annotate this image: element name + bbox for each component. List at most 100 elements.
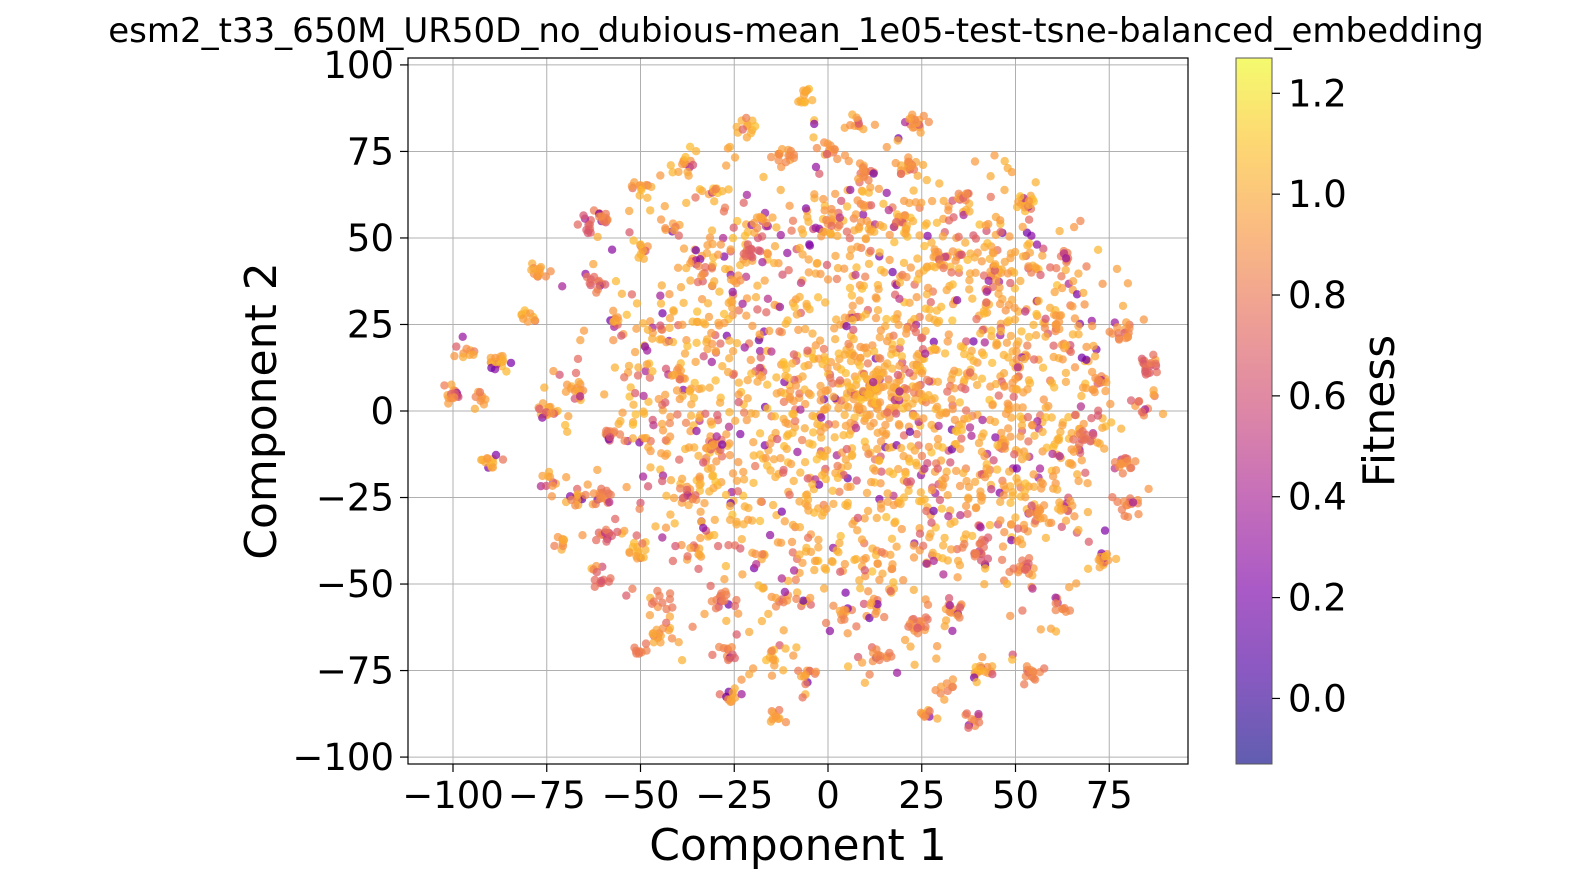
scatter-point (1054, 317, 1064, 326)
scatter-point (678, 494, 687, 503)
scatter-point (562, 473, 571, 482)
scatter-point (1070, 314, 1080, 323)
scatter-point (830, 145, 839, 154)
scatter-point (611, 514, 620, 524)
scatter-point (669, 493, 679, 503)
scatter-point (1149, 350, 1158, 359)
scatter-point (944, 594, 954, 603)
scatter-point (545, 472, 555, 482)
scatter-point (895, 278, 905, 287)
scatter-point (929, 506, 938, 516)
scatter-point (592, 535, 601, 545)
scatter-point (952, 427, 961, 436)
scatter-point (783, 248, 792, 258)
scatter-point (1013, 478, 1023, 487)
scatter-point (948, 675, 958, 684)
scatter-point (767, 671, 777, 680)
scatter-point (859, 125, 868, 134)
scatter-point (732, 630, 741, 639)
scatter-point (893, 136, 902, 145)
scatter-point (783, 316, 792, 325)
scatter-point (728, 303, 737, 312)
scatter-point (861, 310, 870, 319)
scatter-point (776, 185, 785, 195)
scatter-point (995, 299, 1005, 309)
scatter-point (832, 546, 841, 555)
scatter-point (1111, 554, 1121, 564)
scatter-point (888, 364, 897, 373)
scatter-point (970, 477, 980, 487)
scatter-point (813, 293, 823, 302)
scatter-point (926, 529, 935, 538)
scatter-point (1038, 251, 1047, 260)
scatter-point (710, 197, 719, 206)
scatter-point (752, 560, 761, 569)
scatter-point (962, 189, 971, 198)
scatter-point (1039, 395, 1049, 404)
scatter-point (590, 575, 599, 585)
scatter-point (593, 277, 603, 287)
scatter-point (901, 229, 910, 238)
scatter-point (673, 263, 683, 272)
scatter-point (747, 369, 756, 378)
scatter-point (1019, 354, 1029, 364)
scatter-point (635, 191, 644, 200)
scatter-point (858, 210, 868, 219)
scatter-point (1077, 456, 1087, 465)
scatter-point (675, 455, 684, 464)
scatter-point (772, 223, 781, 232)
scatter-point (924, 117, 933, 127)
scatter-point (579, 326, 589, 335)
scatter-point (852, 476, 861, 485)
scatter-point (858, 187, 867, 196)
scatter-point (680, 349, 690, 358)
scatter-point (769, 258, 779, 268)
scatter-point (1040, 664, 1049, 673)
scatter-point (610, 427, 619, 436)
scatter-point (928, 548, 937, 557)
scatter-point (871, 609, 880, 619)
scatter-point (939, 196, 948, 206)
scatter-point (762, 461, 772, 470)
scatter-point (935, 179, 944, 188)
scatter-point (965, 285, 974, 294)
scatter-point (913, 624, 922, 633)
scatter-point (964, 723, 973, 732)
scatter-point (857, 535, 867, 544)
scatter-point (1056, 427, 1065, 437)
scatter-point (843, 629, 852, 638)
scatter-point (912, 461, 921, 470)
scatter-point (648, 367, 657, 376)
scatter-point (833, 231, 842, 241)
scatter-point (753, 281, 762, 290)
scatter-point (1018, 252, 1028, 261)
scatter-point (763, 404, 772, 413)
y-tick-label: −100 (292, 736, 394, 779)
scatter-point (754, 581, 763, 590)
colorbar-tick-label: 0.2 (1288, 577, 1347, 620)
scatter-point (722, 616, 731, 626)
scatter-point (1041, 533, 1051, 543)
scatter-point (962, 709, 971, 718)
scatter-point (1083, 479, 1092, 488)
scatter-point (1105, 327, 1114, 336)
scatter-point (789, 409, 798, 419)
scatter-point (847, 383, 856, 393)
scatter-point (535, 264, 545, 273)
scatter-point (925, 707, 934, 716)
scatter-point (759, 172, 768, 182)
scatter-point (666, 161, 675, 170)
scatter-point (701, 409, 710, 418)
scatter-point (718, 596, 727, 606)
scatter-point (955, 481, 965, 491)
scatter-point (476, 396, 485, 405)
scatter-point (665, 589, 675, 598)
scatter-point (597, 493, 606, 503)
scatter-point (458, 332, 467, 341)
scatter-point (506, 358, 516, 368)
scatter-point (816, 269, 825, 279)
scatter-point (1089, 341, 1098, 351)
scatter-point (879, 222, 888, 232)
scatter-point (810, 565, 819, 575)
scatter-point (671, 541, 680, 551)
